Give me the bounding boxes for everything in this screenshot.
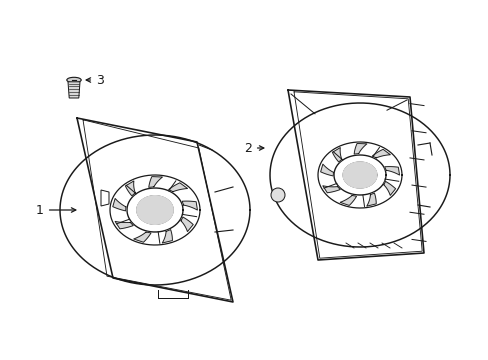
Text: 2: 2 bbox=[244, 141, 264, 154]
Polygon shape bbox=[371, 149, 389, 158]
Polygon shape bbox=[322, 186, 340, 193]
Polygon shape bbox=[320, 164, 333, 176]
Polygon shape bbox=[113, 198, 126, 211]
Polygon shape bbox=[68, 82, 80, 98]
Polygon shape bbox=[366, 193, 375, 206]
Polygon shape bbox=[181, 217, 193, 231]
Text: 1: 1 bbox=[36, 203, 76, 216]
Polygon shape bbox=[133, 232, 151, 242]
Polygon shape bbox=[383, 181, 395, 195]
Ellipse shape bbox=[67, 77, 81, 83]
Polygon shape bbox=[162, 230, 172, 243]
Polygon shape bbox=[332, 148, 341, 162]
Polygon shape bbox=[125, 181, 135, 196]
Polygon shape bbox=[353, 143, 366, 154]
Polygon shape bbox=[343, 162, 376, 188]
Polygon shape bbox=[168, 183, 187, 192]
Polygon shape bbox=[182, 201, 197, 210]
Polygon shape bbox=[340, 195, 356, 206]
Polygon shape bbox=[137, 196, 173, 224]
Polygon shape bbox=[148, 177, 162, 187]
Polygon shape bbox=[115, 221, 133, 229]
Circle shape bbox=[270, 188, 285, 202]
Text: 3: 3 bbox=[86, 73, 104, 86]
Polygon shape bbox=[384, 167, 399, 175]
